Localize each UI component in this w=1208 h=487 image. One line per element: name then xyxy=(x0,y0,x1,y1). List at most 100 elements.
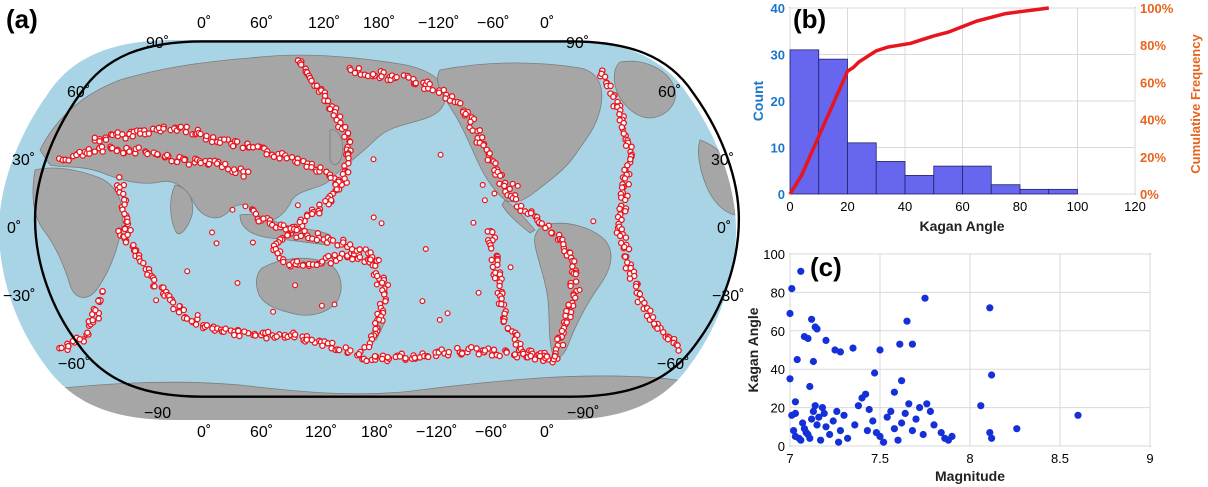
earthquake-event-marker xyxy=(213,240,220,247)
earthquake-event-marker xyxy=(308,336,316,344)
scatter-point xyxy=(921,294,929,302)
scatter-y-ticks: 0 20 40 60 80 100 xyxy=(763,247,785,454)
earthquake-event-marker xyxy=(308,77,315,85)
scatter-point xyxy=(811,323,819,331)
histogram-bar xyxy=(1019,188,1050,195)
earthquake-event-marker xyxy=(481,197,488,204)
scatter-point xyxy=(836,427,845,435)
scatter-point xyxy=(883,413,891,421)
earthquake-event-marker xyxy=(498,300,505,308)
scatter-y-tick-label: 100 xyxy=(763,247,785,262)
landmass-africa xyxy=(32,167,124,298)
earthquake-event-marker xyxy=(344,168,352,176)
left-lat-label: 90˚ xyxy=(146,35,169,52)
scatter-point xyxy=(797,436,805,444)
earthquake-event-marker xyxy=(263,151,270,158)
earthquake-event-marker xyxy=(538,220,546,227)
earthquake-event-marker xyxy=(551,353,559,360)
scatter-x-tick-label: 7 xyxy=(786,451,793,466)
histogram-bar xyxy=(990,184,1021,195)
right-lat-label: −60˚ xyxy=(657,356,689,373)
earthquake-event-marker xyxy=(58,344,65,352)
earthquake-event-marker xyxy=(173,158,181,166)
earthquake-event-marker xyxy=(182,128,190,136)
right-lat-label: −90˚ xyxy=(567,405,599,422)
top-lon-label: 180˚ xyxy=(363,15,395,32)
scatter-points xyxy=(786,267,1082,446)
earthquake-event-marker xyxy=(318,302,325,309)
earthquake-event-marker xyxy=(99,148,106,155)
earthquake-event-marker xyxy=(435,89,443,96)
scatter-point xyxy=(851,421,859,429)
earthquake-event-marker xyxy=(440,86,448,94)
earthquake-event-marker xyxy=(664,335,672,343)
landmass-greenland xyxy=(613,60,676,119)
earthquake-event-marker xyxy=(316,210,323,217)
scatter-point xyxy=(844,434,852,442)
earthquake-event-marker xyxy=(626,275,634,282)
earthquake-event-marker xyxy=(647,307,654,314)
earthquake-event-marker xyxy=(194,312,201,319)
scatter-point xyxy=(890,388,899,396)
earthquake-event-marker xyxy=(270,308,277,315)
landmass-india xyxy=(170,184,194,235)
earthquake-event-marker xyxy=(367,256,374,263)
scatter-point xyxy=(986,429,994,437)
earthquake-event-marker xyxy=(527,352,534,360)
earthquake-event-marker xyxy=(236,332,243,340)
scatter-y-tick-label: 40 xyxy=(771,362,785,377)
earthquake-event-marker xyxy=(636,290,644,298)
earthquake-event-marker xyxy=(329,237,337,244)
left-lat-label: 30˚ xyxy=(12,152,35,169)
earthquake-event-marker xyxy=(325,252,332,260)
earthquake-event-marker xyxy=(659,328,667,336)
earthquake-event-marker xyxy=(241,328,248,335)
earthquake-event-marker xyxy=(554,335,561,343)
earthquake-event-marker xyxy=(135,144,142,151)
earthquake-event-marker xyxy=(160,284,167,291)
scatter-point xyxy=(826,430,834,439)
right-lat-label: 30˚ xyxy=(711,152,734,169)
earthquake-event-marker xyxy=(489,228,496,236)
earthquake-event-marker xyxy=(344,129,352,137)
scatter-point xyxy=(840,411,848,419)
earthquake-event-marker xyxy=(457,99,464,107)
earthquake-event-marker xyxy=(177,123,185,131)
earthquake-event-marker xyxy=(511,351,519,358)
earthquake-event-marker xyxy=(617,239,625,247)
scatter-point xyxy=(822,423,830,431)
scatter-point xyxy=(937,429,945,437)
scatter-y-axis-label: Kagan Angle xyxy=(745,307,761,392)
earthquake-event-marker xyxy=(124,231,131,239)
histogram-bar xyxy=(962,165,992,195)
bottom-lon-label: 180˚ xyxy=(361,424,393,441)
histogram-bars xyxy=(789,49,1078,195)
earthquake-event-marker xyxy=(627,155,634,163)
earthquake-event-marker xyxy=(486,150,493,157)
earthquake-event-marker xyxy=(181,156,188,164)
earthquake-event-marker xyxy=(327,260,335,267)
earthquake-event-marker xyxy=(169,299,177,306)
histogram-bar xyxy=(904,174,935,195)
earthquake-event-marker xyxy=(65,157,72,164)
earthquake-event-marker xyxy=(124,218,131,226)
histogram-panel: 0 20 40 60 80 100 120 0 10 20 30 40 0% 20% 40% 60% 80%… xyxy=(750,1,1203,234)
earthquake-event-marker xyxy=(378,355,386,363)
earthquake-event-marker xyxy=(288,154,296,161)
histogram-x-tick-label: 40 xyxy=(898,199,912,214)
earthquake-event-marker xyxy=(467,118,474,126)
earthquake-event-marker xyxy=(296,218,304,226)
earthquake-event-marker xyxy=(370,156,377,163)
earthquake-event-marker xyxy=(341,133,348,140)
earthquake-event-marker xyxy=(618,216,625,224)
earthquake-event-marker xyxy=(621,196,629,204)
scatter-point xyxy=(797,267,805,275)
scatter-point xyxy=(905,400,913,408)
earthquake-event-marker xyxy=(411,354,418,362)
earthquake-event-marker xyxy=(621,175,629,182)
scatter-point xyxy=(871,369,879,377)
earthquake-event-marker xyxy=(183,315,191,322)
earthquake-event-marker xyxy=(331,301,338,308)
earthquake-event-marker xyxy=(319,342,326,349)
scatter-x-tick-label: 7.5 xyxy=(871,451,889,466)
